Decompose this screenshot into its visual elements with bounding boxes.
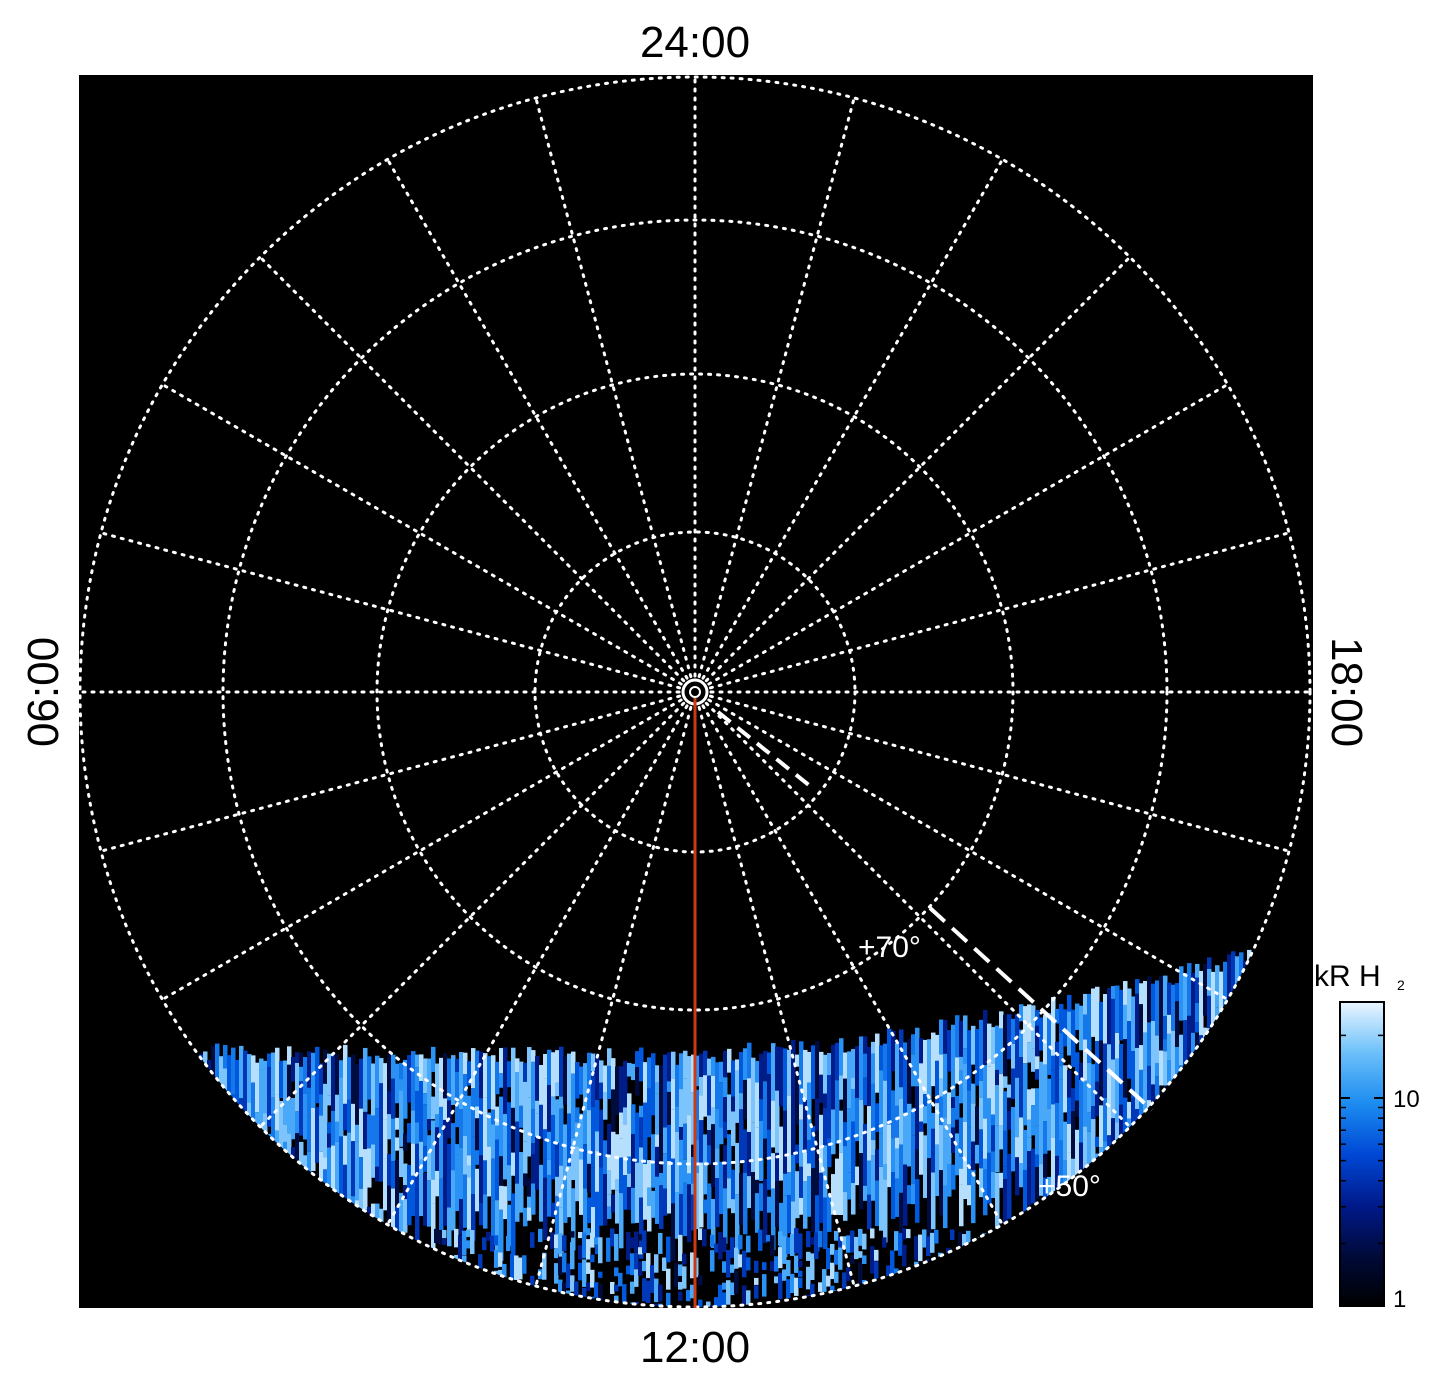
lt-label-right: 18:00 [1322,637,1371,747]
colorbar-tick-10: 10 [1393,1086,1420,1113]
lat-label-50: +50° [1038,1170,1101,1203]
colorbar-tick-1: 1 [1393,1286,1406,1313]
lt-label-left: 06:00 [19,637,68,747]
lat-label-70: +70° [858,931,921,964]
colorbar: kR H 2 10 1 [1314,960,1420,1313]
latitude-longitude-grid [79,75,1312,1308]
lt-label-bottom: 12:00 [640,1323,750,1372]
colorbar-title-subscript: 2 [1397,977,1405,993]
colorbar-gradient [1339,1001,1385,1307]
colorbar-title: kR H [1314,960,1381,993]
dashed-track-inner [716,710,817,792]
dashed-track-outer [928,906,1154,1112]
lt-label-top: 24:00 [640,18,750,67]
